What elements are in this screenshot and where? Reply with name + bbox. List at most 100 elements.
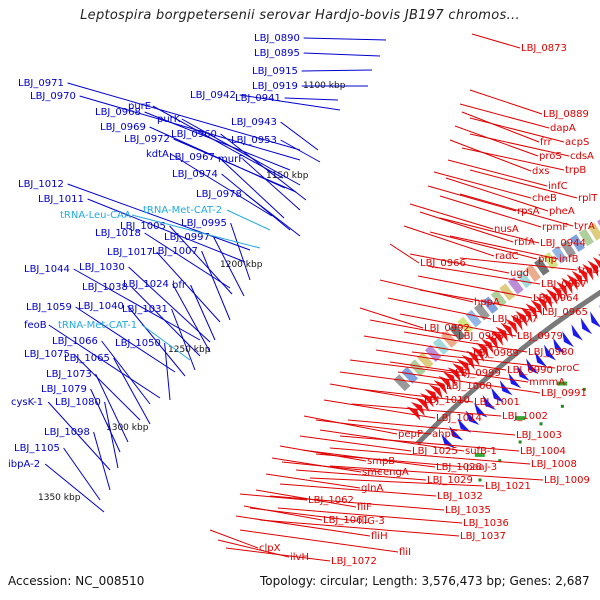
right-leader-line [363,335,473,354]
plus-strand-gene [550,284,563,302]
right-leader-line [329,447,531,465]
gene-band [401,366,418,384]
plus-strand-gene [466,350,480,366]
right-leader-line [239,529,399,553]
plus-strand-gene [490,330,504,347]
left-gene-label: LBJ_1038 [82,282,128,293]
right-gene-label: pheA [549,206,575,217]
right-leader-line [469,169,578,199]
right-gene-label: LBJ_0989 [473,348,519,359]
right-gene-label: mmmA [529,377,565,388]
right-gene-label: LBJ_1014 [436,413,482,424]
rna-gene-label: tRNA-Leu-CAA [60,210,131,221]
left-gene-label: LBJ_1065 [64,353,110,364]
map-title: Leptospira borgpetersenii serovar Hardjo… [80,8,520,23]
minus-strand-gene [517,365,530,382]
right-leader-line [439,195,542,228]
left-leader-line [90,388,121,453]
right-leader-line [389,361,529,383]
left-gene-label: LBJ_1059 [26,302,72,313]
right-leader-line [329,383,424,401]
left-gene-label: LBJ_1050 [115,338,161,349]
gene-band [597,219,600,227]
right-gene-label: LBJ_1021 [485,481,531,492]
right-gene-label: LBJ_1009 [544,475,590,486]
tick-dot [582,387,586,391]
minus-strand-gene [535,351,548,368]
right-gene-label: LBJ_1061 [323,515,369,526]
left-gene-label: LBJ_1031 [122,304,168,315]
right-gene-label: LBJ_0999 [455,368,501,379]
left-gene-label: LBJ_1044 [24,264,70,275]
right-leader-line [417,275,533,299]
right-gene-label: LBJ_0944 [540,238,586,249]
rna-leader-line [141,324,191,361]
left-leader-line [73,353,141,421]
right-gene-label: rbfA [514,237,535,248]
right-gene-label: LBJ_0990 [507,365,553,376]
rna-gene-label: tRNA-Met-CAT-1 [58,320,137,331]
left-gene-label: LBJ_1066 [52,336,98,347]
minus-strand-gene [544,344,557,361]
gene-band [482,296,499,314]
left-leader-line [128,266,211,343]
right-leader-line [349,387,474,403]
right-gene-label: LBJ_0965 [542,307,588,318]
right-gene-label: LBJ_1072 [331,556,377,567]
left-gene-label: LBJ_0997 [164,232,210,243]
right-gene-label: paaJ-3 [466,462,497,473]
right-gene-label: LBJ_0966 [420,258,466,269]
gene-band [393,374,411,392]
right-gene-label: fliG-3 [358,516,385,527]
left-gene-label: LBJ_1005 [120,221,166,232]
right-gene-label: pepP [398,429,423,440]
right-gene-label: LBJ_0991 [541,388,587,399]
minus-strand-gene [526,358,539,375]
left-gene-label: LBJ_1030 [79,262,125,273]
right-leader-line [471,33,521,49]
left-leader-line [67,183,251,251]
left-gene-label: ibpA-2 [8,459,40,470]
left-leader-line [164,342,171,401]
left-leader-line [113,357,151,425]
right-gene-label: LBJ_0889 [543,109,589,120]
left-leader-line [144,111,291,171]
right-gene-label: cheB [532,193,557,204]
minus-strand-gene [580,317,593,335]
right-leader-line [277,507,463,524]
minus-strand-gene [562,330,574,348]
plus-strand-gene [505,318,518,335]
right-leader-line [369,319,458,337]
plus-strand-gene [480,338,494,354]
left-leader-line [48,324,161,399]
plus-strand-gene [571,270,583,288]
right-gene-label: LBJ_0977 [492,314,538,325]
right-leader-line [469,89,543,115]
right-leader-line [429,231,538,260]
minus-strand-gene [590,311,600,328]
gene-band [516,270,533,289]
right-gene-label: LBJ_1035 [445,505,491,516]
left-leader-line [280,139,321,163]
right-gene-label: frr [540,137,552,148]
right-gene-label: LBJ_1000 [446,381,492,392]
right-leader-line [375,349,507,371]
left-gene-label: LBJ_0968 [95,107,141,118]
right-leader-line [243,505,323,521]
gene-band [525,264,541,282]
right-leader-line [454,125,539,157]
gene-band [578,228,594,247]
plus-strand-gene [592,256,600,269]
right-leader-line [323,399,436,419]
kbp-tick-label: 1200 kbp [220,260,263,270]
right-gene-label: LBJ_0988 [458,331,504,342]
right-gene-label: sufB-1 [465,446,497,457]
left-gene-label: LBJ_1007 [152,246,198,257]
left-gene-label: LBJ_0895 [254,48,300,59]
left-leader-line [93,431,111,491]
right-leader-line [459,257,578,271]
gene-band [424,344,442,362]
plus-strand-gene [587,260,599,278]
plus-strand-gene [561,277,573,295]
right-leader-line [299,435,412,452]
